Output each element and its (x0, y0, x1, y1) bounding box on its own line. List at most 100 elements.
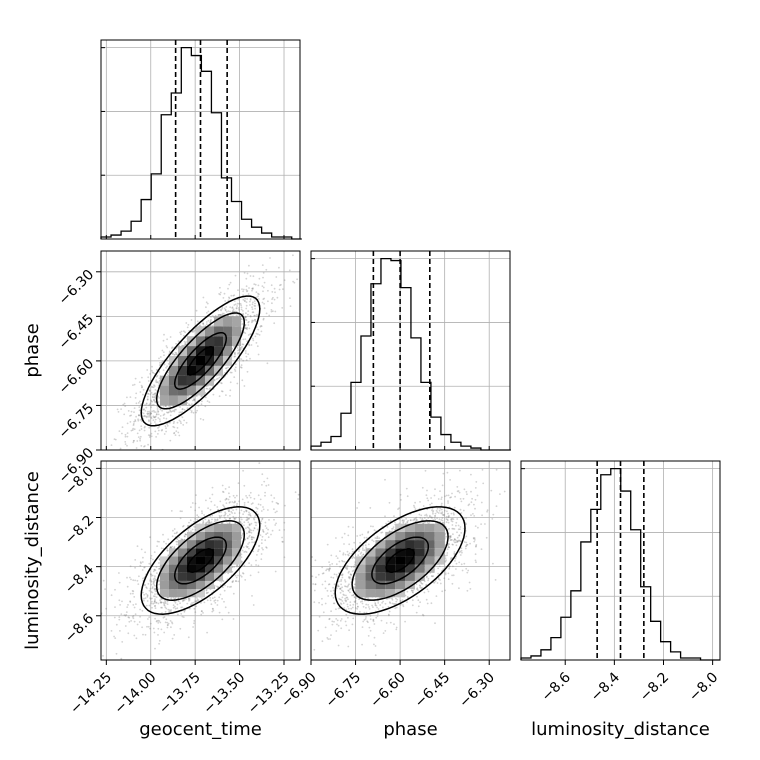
scatter-point (247, 501, 250, 504)
scatter-point (161, 428, 164, 431)
scatter-point (258, 334, 261, 336)
scatter-point (247, 513, 250, 516)
scatter-point (214, 601, 217, 604)
scatter-point (447, 516, 450, 519)
scatter-point (157, 622, 160, 624)
scatter-point (216, 518, 219, 521)
scatter-point (146, 587, 148, 589)
scatter-point (193, 525, 196, 528)
scatter-point (297, 498, 299, 500)
scatter-point (252, 301, 254, 304)
scatter-point (396, 598, 399, 601)
scatter-point (138, 414, 141, 417)
scatter-point (243, 484, 246, 487)
density-block (159, 572, 169, 581)
scatter-point (196, 514, 199, 517)
hist-bar (361, 336, 371, 450)
scatter-point (274, 511, 277, 514)
scatter-point (149, 587, 152, 590)
scatter-point (151, 574, 154, 577)
scatter-point (156, 572, 158, 574)
density-block (214, 556, 224, 565)
scatter-point (263, 281, 266, 284)
scatter-point (238, 520, 241, 523)
scatter-point (254, 318, 257, 321)
density-block (168, 580, 178, 590)
scatter-point (129, 600, 132, 603)
scatter-point (264, 521, 267, 524)
scatter-point (191, 602, 193, 604)
scatter-point (151, 600, 153, 603)
hist-bar (581, 542, 591, 660)
scatter-point (343, 543, 345, 545)
scatter-point (232, 294, 235, 297)
scatter-point (151, 597, 153, 600)
scatter-point (127, 616, 130, 619)
scatter-point (153, 400, 156, 403)
scatter-point (227, 299, 230, 302)
scatter-point (227, 310, 230, 312)
scatter-point (209, 320, 212, 323)
scatter-point (237, 298, 240, 301)
scatter-point (216, 599, 219, 602)
scatter-point (265, 533, 267, 536)
scatter-point (181, 408, 184, 411)
scatter-point (257, 503, 260, 506)
scatter-point (245, 527, 247, 530)
scatter-point (186, 602, 189, 605)
scatter-point (152, 419, 155, 422)
scatter-point (241, 343, 244, 346)
scatter-point (141, 569, 144, 571)
scatter-point (163, 616, 166, 618)
scatter-point (207, 310, 210, 313)
scatter-point (244, 327, 247, 329)
scatter-point (281, 307, 284, 309)
scatter-point (234, 351, 236, 354)
scatter-point (229, 389, 232, 392)
scatter-point (144, 551, 147, 554)
scatter-point (153, 588, 156, 591)
scatter-point (448, 514, 450, 517)
scatter-point (145, 586, 148, 589)
scatter-point (153, 399, 155, 402)
density-block (195, 375, 206, 386)
scatter-point (224, 606, 227, 609)
scatter-point (258, 277, 261, 280)
scatter-point (152, 386, 155, 389)
hist-bar (211, 113, 221, 239)
scatter-point (453, 506, 456, 509)
scatter-point (241, 560, 244, 563)
scatter-point (154, 604, 157, 607)
scatter-point (459, 498, 462, 500)
scatter-point (257, 333, 259, 336)
scatter-point (186, 396, 189, 399)
density-block (177, 548, 187, 557)
scatter-point (159, 415, 162, 417)
scatter-point (261, 535, 264, 538)
scatter-point (234, 310, 237, 313)
scatter-point (259, 325, 262, 328)
scatter-point (134, 579, 137, 582)
scatter-point (113, 635, 115, 638)
scatter-point (130, 578, 132, 581)
scatter-point (139, 404, 142, 407)
scatter-point (110, 444, 113, 446)
scatter-point (267, 528, 269, 531)
scatter-point (147, 434, 150, 436)
scatter-point (184, 331, 187, 334)
scatter-point (151, 371, 154, 374)
scatter-point (180, 333, 182, 336)
scatter-point (148, 412, 151, 415)
hist-bar (571, 591, 581, 660)
scatter-point (243, 502, 246, 504)
scatter-point (146, 625, 148, 628)
scatter-point (182, 424, 185, 426)
scatter-point (143, 426, 146, 429)
scatter-point (240, 366, 243, 369)
scatter-point (163, 354, 165, 357)
scatter-point (192, 626, 195, 628)
scatter-point (83, 661, 85, 663)
scatter-point (173, 528, 176, 530)
scatter-point (228, 513, 231, 516)
scatter-point (197, 516, 200, 518)
